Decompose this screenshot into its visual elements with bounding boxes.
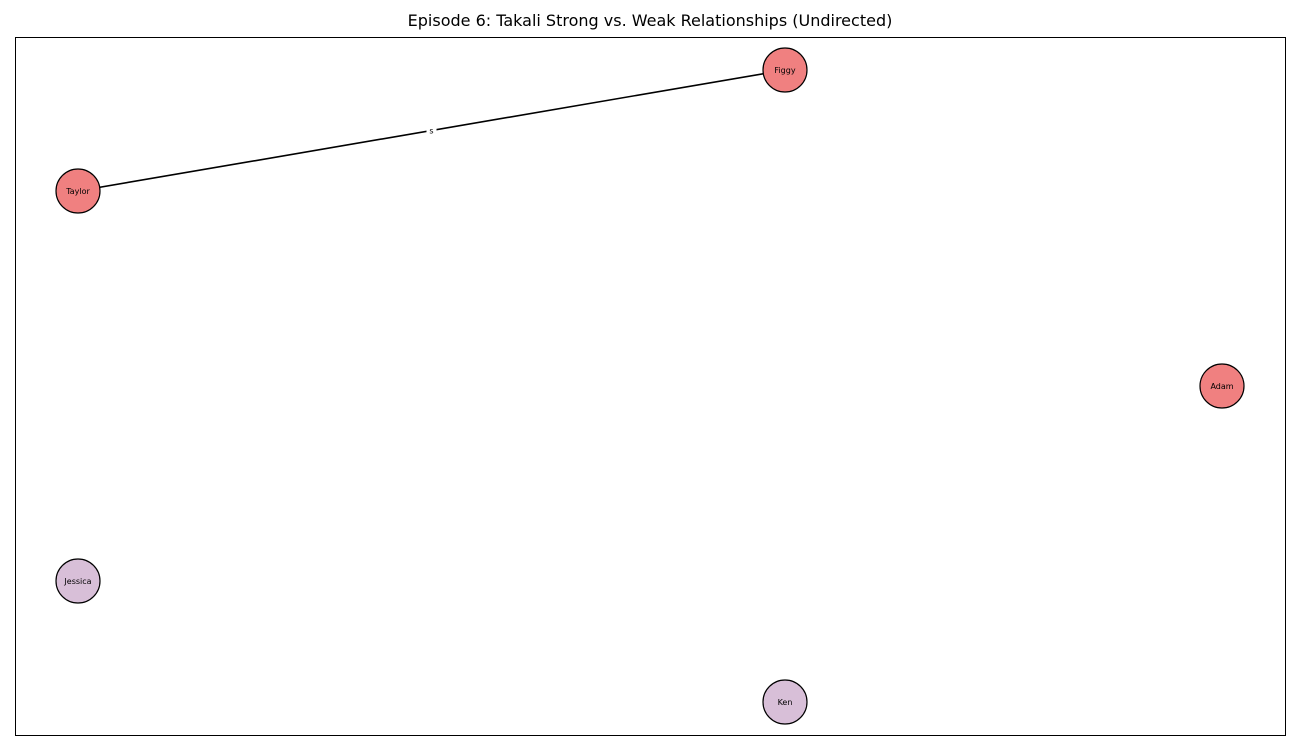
node-label: Adam — [1210, 382, 1233, 391]
node-figgy: Figgy — [762, 47, 808, 93]
nodes-layer: Figgy Taylor Adam Jessica Ken — [55, 47, 1245, 725]
node-label: Taylor — [65, 187, 90, 196]
edge-label-background — [426, 124, 437, 136]
node-circle — [762, 47, 808, 93]
edges-layer: s — [77, 69, 786, 192]
edge-label: s — [429, 127, 433, 136]
node-circle — [55, 558, 101, 604]
node-label: Ken — [778, 698, 793, 707]
node-circle — [55, 168, 101, 214]
node-label: Figgy — [774, 66, 795, 75]
node-jessica: Jessica — [55, 558, 101, 604]
node-circle — [1199, 363, 1245, 409]
node-label: Jessica — [63, 577, 91, 586]
node-taylor: Taylor — [55, 168, 101, 214]
chart-title: Episode 6: Takali Strong vs. Weak Relati… — [407, 11, 893, 30]
plot-frame — [15, 37, 1286, 736]
node-ken: Ken — [762, 679, 808, 725]
node-circle — [762, 679, 808, 725]
node-adam: Adam — [1199, 363, 1245, 409]
